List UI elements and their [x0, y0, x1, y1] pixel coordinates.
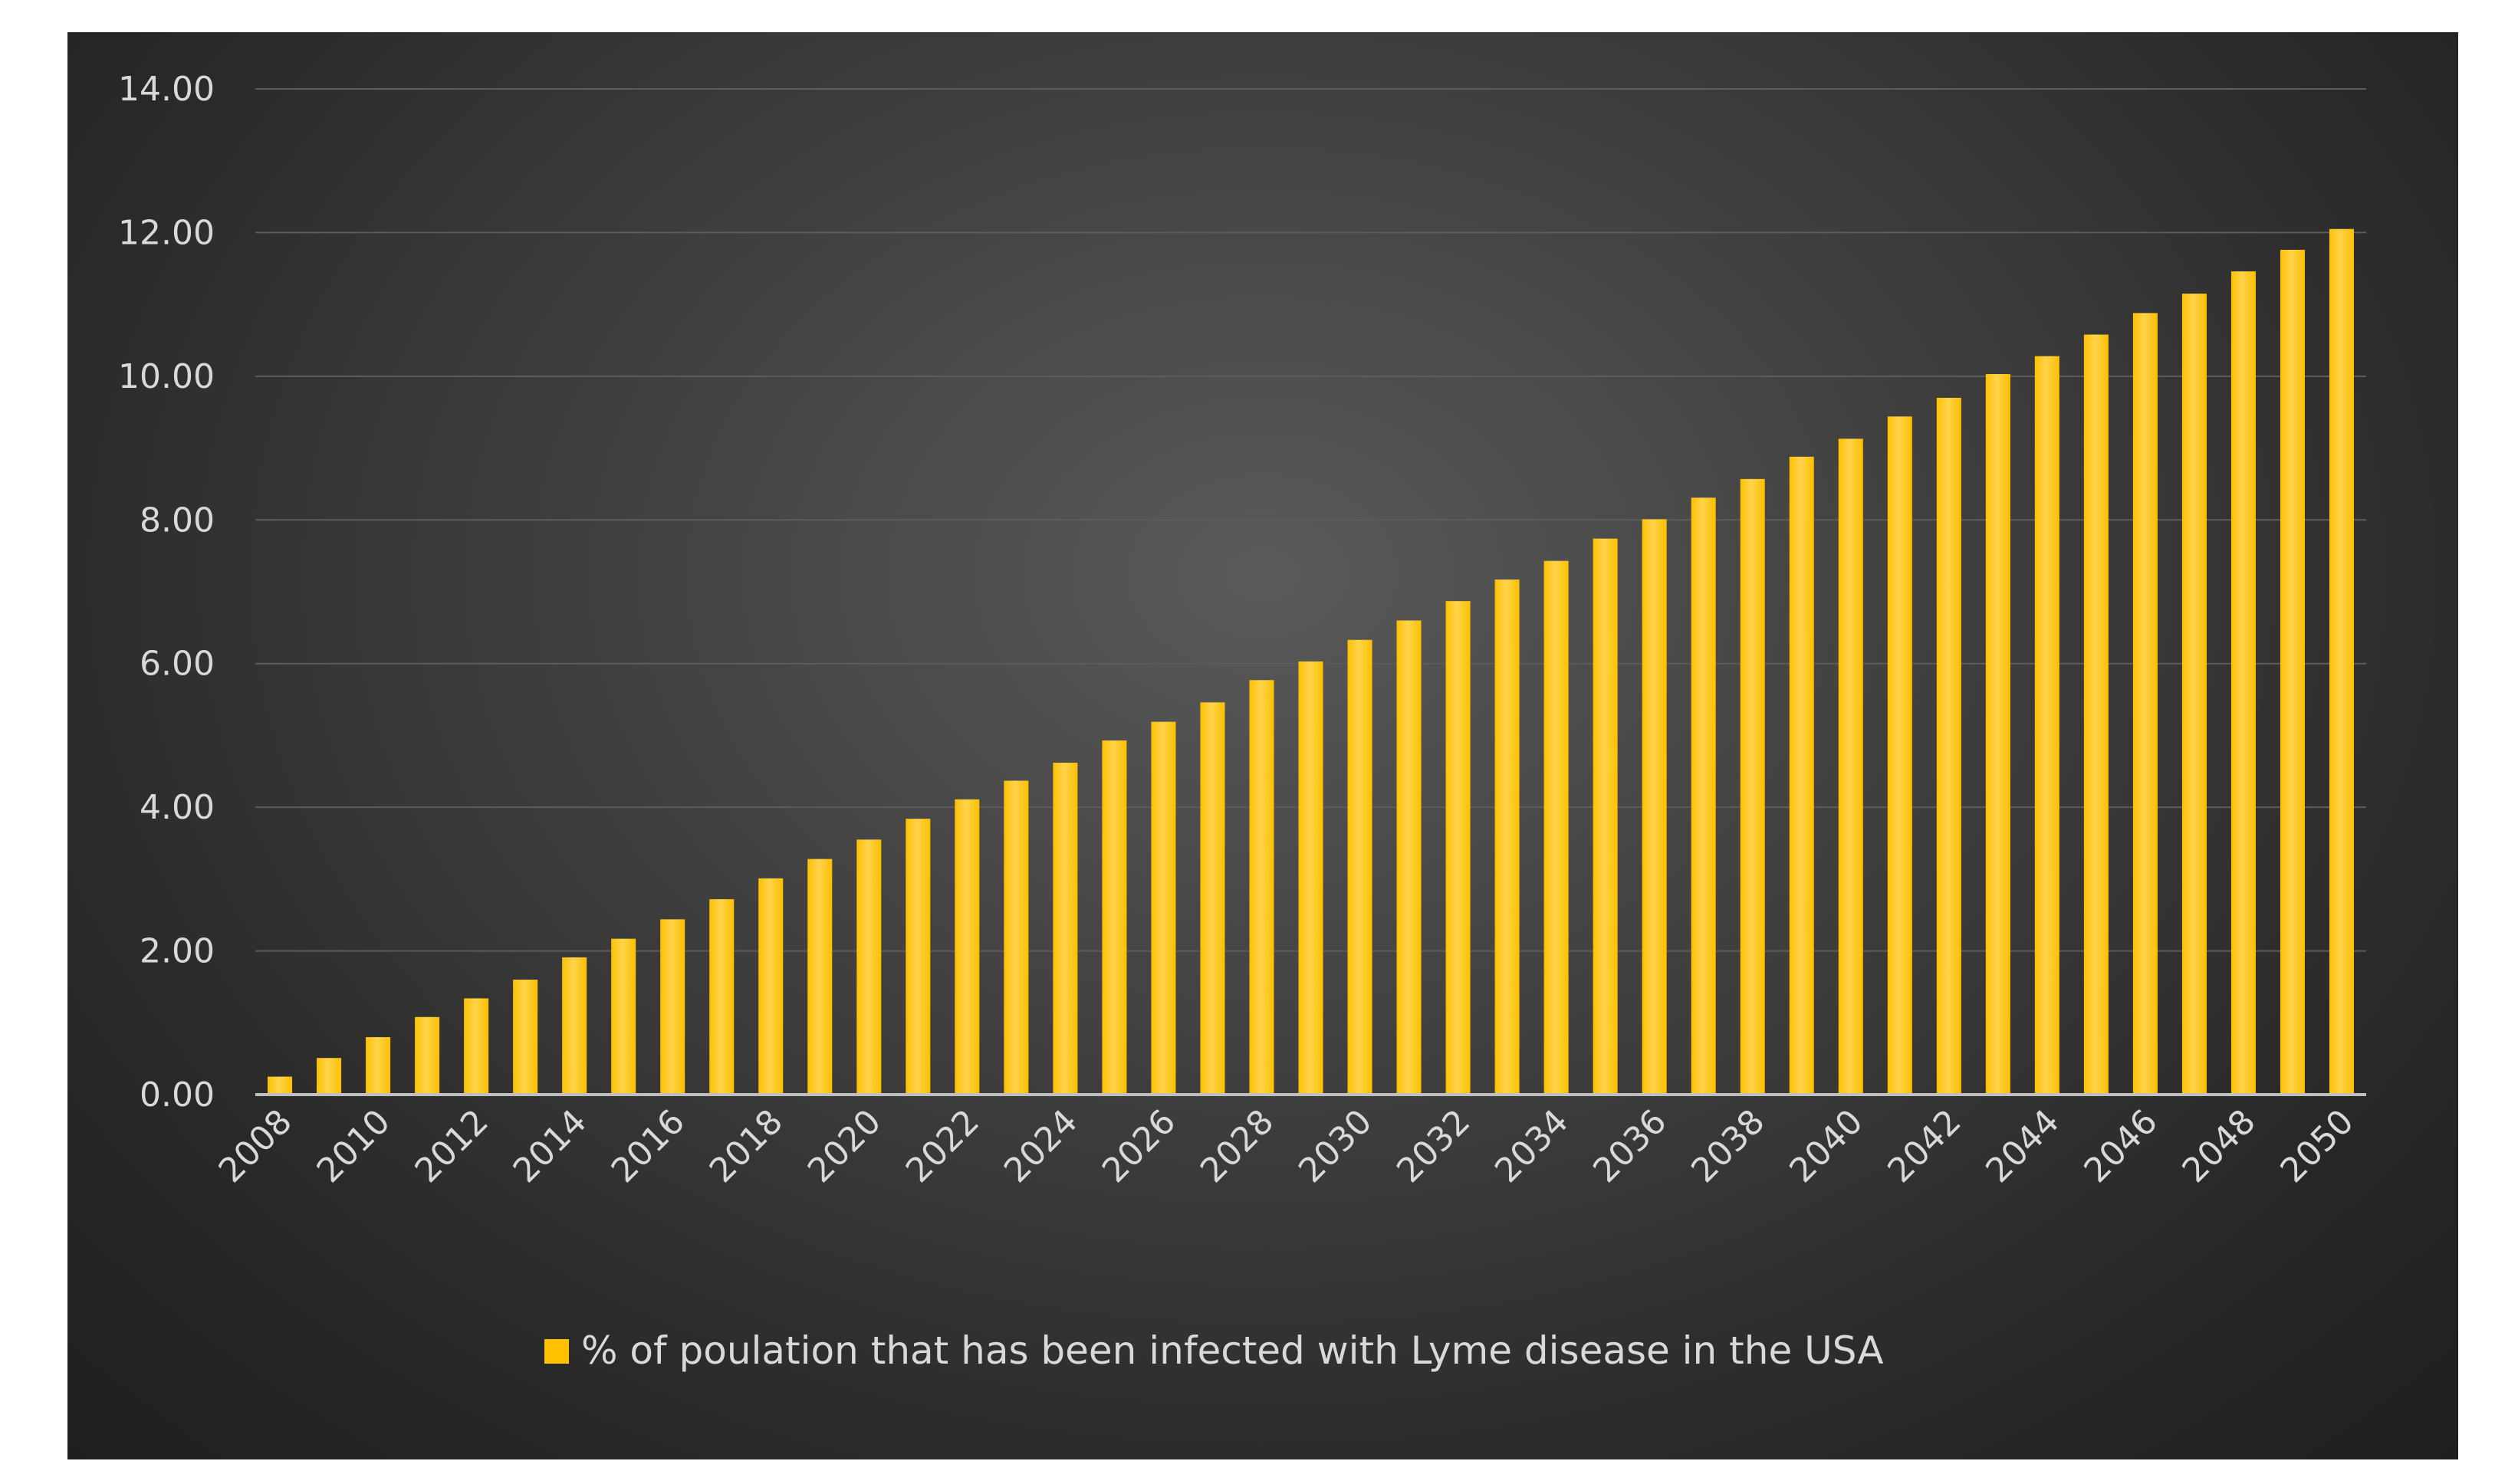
bar-2040 [1838, 438, 1863, 1095]
bar-2046 [2132, 313, 2158, 1095]
bar-2035 [1593, 538, 1618, 1095]
bar-2044 [2034, 356, 2059, 1095]
bar-2034 [1543, 560, 1569, 1095]
x-tick-label: 2040 [1782, 1102, 1870, 1190]
bar-2033 [1494, 579, 1520, 1095]
y-tick-label: 8.00 [140, 501, 215, 540]
x-tick-label: 2032 [1389, 1102, 1478, 1190]
x-tick-label: 2048 [2174, 1102, 2263, 1190]
bar-2010 [366, 1037, 391, 1095]
bar-2019 [807, 859, 833, 1095]
bar-2042 [1936, 397, 1961, 1095]
bar-2045 [2083, 334, 2109, 1095]
bar-2018 [758, 878, 784, 1095]
bar-2014 [562, 957, 587, 1095]
x-axis-ticks: 2008 2010 2012 2014 2016 2018 2020 2022 2024 2026… [212, 1102, 2362, 1190]
bar-2043 [1985, 374, 2010, 1095]
x-tick-label: 2026 [1095, 1102, 1183, 1190]
bar-2011 [415, 1016, 440, 1095]
bar-2009 [317, 1058, 342, 1095]
bar-2028 [1249, 680, 1274, 1095]
x-tick-label: 2044 [1978, 1102, 2066, 1190]
x-tick-label: 2016 [604, 1102, 692, 1190]
x-tick-label: 2036 [1586, 1102, 1674, 1190]
bar-2008 [268, 1076, 293, 1095]
y-tick-label: 4.00 [140, 788, 215, 827]
bar-2012 [464, 998, 489, 1095]
y-tick-label: 10.00 [118, 357, 215, 396]
x-tick-label: 2012 [408, 1102, 496, 1190]
bar-2031 [1396, 620, 1422, 1095]
bar-2020 [856, 839, 882, 1095]
y-tick-label: 14.00 [118, 70, 215, 109]
y-tick-label: 12.00 [118, 213, 215, 252]
bar-2022 [955, 799, 980, 1095]
bar-2041 [1887, 416, 1912, 1095]
x-tick-label: 2030 [1291, 1102, 1379, 1190]
x-tick-label: 2014 [506, 1102, 594, 1190]
x-tick-label: 2020 [800, 1102, 889, 1190]
bar-2021 [906, 819, 931, 1095]
legend: % of poulation that has been infected wi… [544, 1328, 1884, 1373]
bar-2015 [611, 938, 636, 1095]
bar-2017 [709, 899, 735, 1095]
x-tick-label: 2042 [1880, 1102, 1968, 1190]
bar-2049 [2280, 249, 2305, 1095]
x-tick-label: 2024 [997, 1102, 1085, 1190]
x-tick-label: 2038 [1684, 1102, 1772, 1190]
y-tick-label: 6.00 [140, 645, 215, 684]
bar-2023 [1004, 780, 1029, 1095]
legend-label: % of poulation that has been infected wi… [581, 1328, 1884, 1373]
x-tick-label: 2050 [2273, 1102, 2362, 1190]
x-tick-label: 2008 [212, 1102, 300, 1190]
x-tick-label: 2046 [2076, 1102, 2165, 1190]
bar-2016 [660, 919, 685, 1095]
bar-2029 [1298, 661, 1323, 1095]
bar-2039 [1789, 456, 1814, 1095]
y-tick-label: 2.00 [140, 932, 215, 971]
x-tick-label: 2010 [310, 1102, 398, 1190]
legend-swatch [544, 1339, 569, 1364]
bars [268, 228, 2354, 1095]
bar-2038 [1740, 478, 1765, 1095]
bar-2030 [1347, 639, 1372, 1095]
bar-2032 [1445, 601, 1471, 1095]
bar-2047 [2181, 294, 2207, 1095]
bar-2048 [2230, 271, 2256, 1095]
y-tick-label: 0.00 [140, 1075, 215, 1115]
bar-2050 [2329, 228, 2354, 1095]
x-tick-label: 2034 [1487, 1102, 1576, 1190]
bar-2025 [1102, 740, 1127, 1095]
chart-frame: 0.00 2.00 4.00 6.00 8.00 10.00 12.00 14.00 2008… [67, 32, 2458, 1459]
bar-2024 [1053, 763, 1078, 1095]
bar-2026 [1151, 721, 1176, 1095]
x-tick-label: 2018 [702, 1102, 791, 1190]
bar-2013 [513, 980, 538, 1095]
bar-2027 [1200, 702, 1225, 1095]
bar-chart: 0.00 2.00 4.00 6.00 8.00 10.00 12.00 14.00 2008… [118, 70, 2366, 1373]
bar-2037 [1691, 497, 1716, 1095]
x-tick-label: 2022 [899, 1102, 987, 1190]
y-axis-ticks: 0.00 2.00 4.00 6.00 8.00 10.00 12.00 14.00 [118, 70, 215, 1115]
x-tick-label: 2028 [1193, 1102, 1281, 1190]
bar-2036 [1642, 519, 1667, 1095]
